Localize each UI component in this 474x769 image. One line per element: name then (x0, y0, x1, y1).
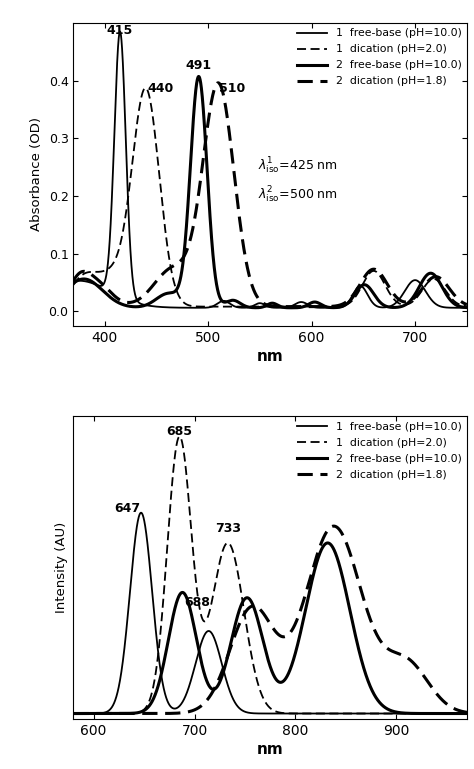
X-axis label: nm: nm (257, 742, 283, 757)
Text: 510: 510 (219, 82, 246, 95)
Text: $\lambda^2_{\rm iso}$=500 nm: $\lambda^2_{\rm iso}$=500 nm (258, 185, 337, 205)
X-axis label: nm: nm (257, 348, 283, 364)
Text: 491: 491 (186, 59, 212, 72)
Text: 415: 415 (107, 25, 133, 38)
Text: 647: 647 (114, 502, 140, 515)
Text: 440: 440 (147, 82, 173, 95)
Text: 688: 688 (184, 596, 210, 609)
Legend: 1  free-base (pH=10.0), 1  dication (pH=2.0), 2  free-base (pH=10.0), 2  dicatio: 1 free-base (pH=10.0), 1 dication (pH=2.… (292, 24, 466, 91)
Legend: 1  free-base (pH=10.0), 1  dication (pH=2.0), 2  free-base (pH=10.0), 2  dicatio: 1 free-base (pH=10.0), 1 dication (pH=2.… (292, 418, 466, 484)
Text: 733: 733 (215, 521, 241, 534)
Y-axis label: Absorbance (OD): Absorbance (OD) (30, 118, 43, 231)
Text: 685: 685 (166, 425, 192, 438)
Y-axis label: Intensity (AU): Intensity (AU) (55, 522, 68, 614)
Text: $\lambda^1_{\rm iso}$=425 nm: $\lambda^1_{\rm iso}$=425 nm (258, 156, 337, 176)
